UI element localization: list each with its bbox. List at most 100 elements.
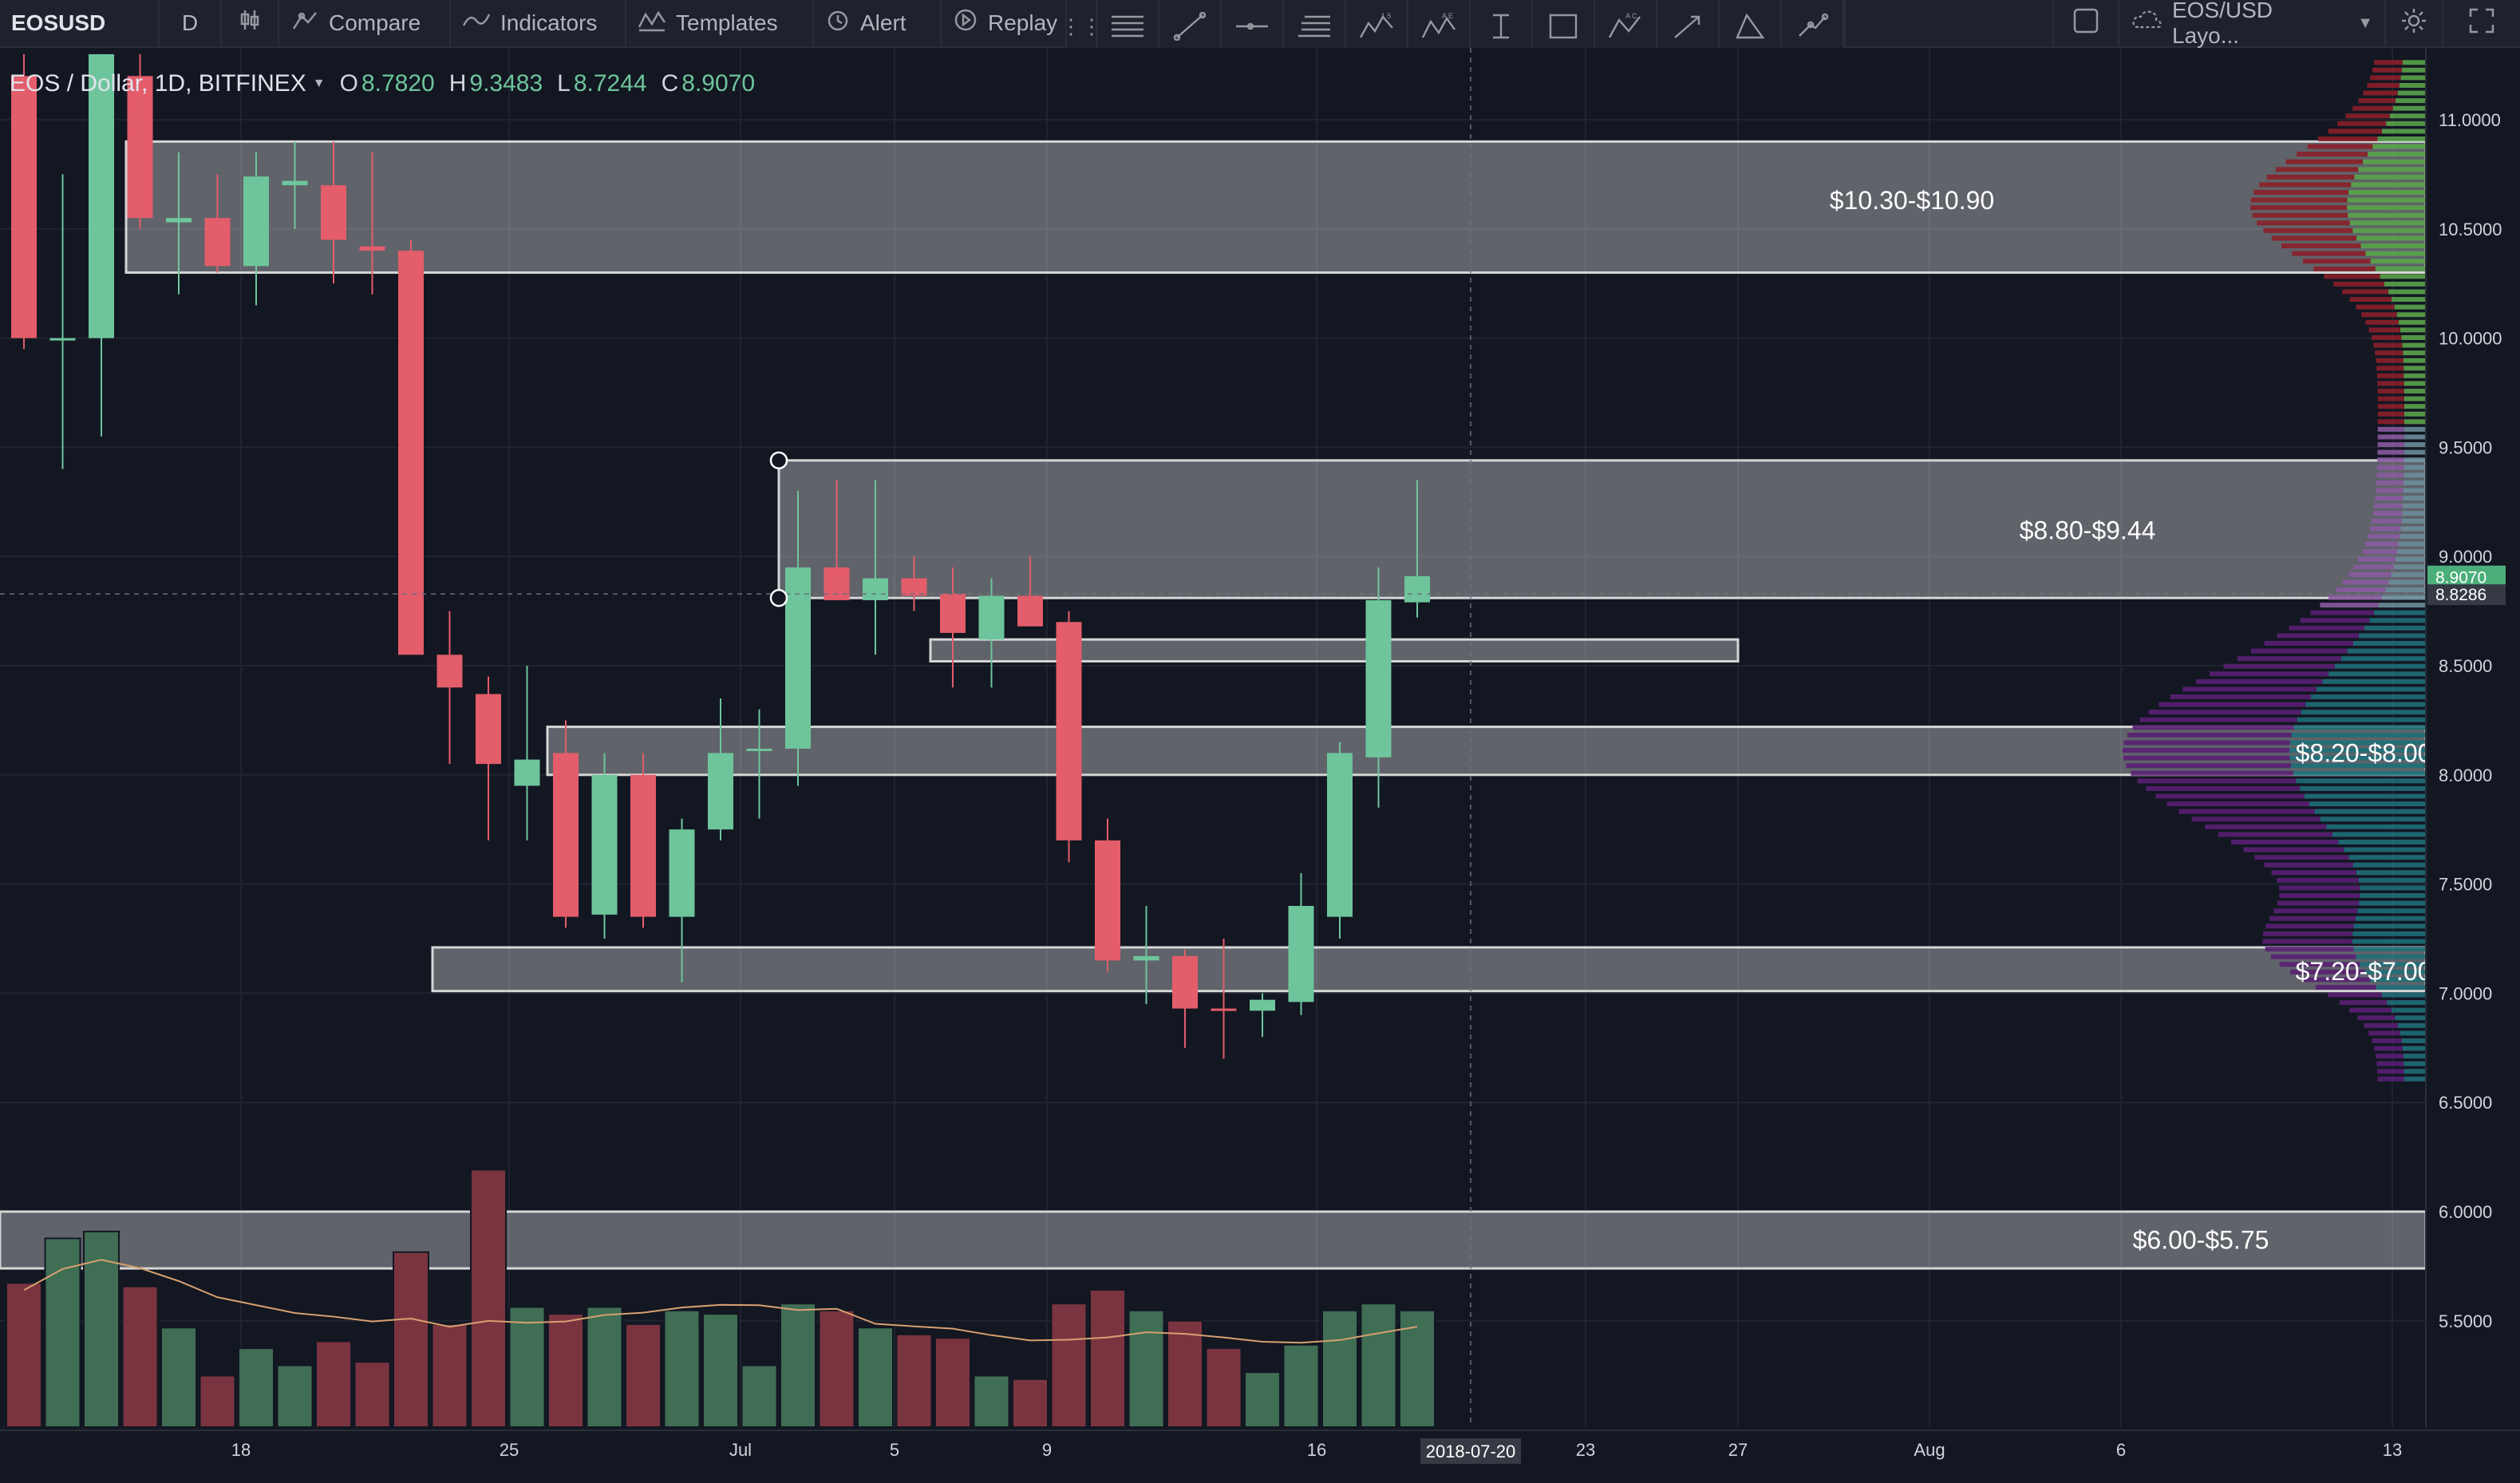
triangle-tool-icon[interactable]: [1720, 0, 1782, 53]
volume-profile-bar-up: [2403, 350, 2426, 356]
replay-button[interactable]: Replay: [942, 0, 1069, 46]
chevron-down-icon[interactable]: ▼: [312, 77, 326, 90]
volume-profile-bar-down: [2374, 503, 2403, 508]
rectangle-tool-icon[interactable]: [1533, 0, 1595, 53]
horizontal-lines-tool-icon[interactable]: [1097, 0, 1159, 53]
volume-bar: [238, 1347, 275, 1428]
time-tick-label: 5: [890, 1440, 899, 1460]
volume-bar: [508, 1306, 546, 1428]
volume-profile-bar-down: [2375, 350, 2403, 356]
square-icon: [2072, 7, 2099, 40]
time-tick-label: 27: [1728, 1440, 1748, 1460]
arrow-tool-icon[interactable]: [1657, 0, 1720, 53]
zone-rectangle[interactable]: [124, 140, 2427, 275]
candle-body: [591, 774, 618, 915]
volume-profile-bar-down: [2123, 748, 2290, 753]
measure-tool-icon[interactable]: [1471, 0, 1533, 53]
templates-button[interactable]: Templates: [626, 0, 814, 46]
abcd-pattern-tool-icon[interactable]: A C: [1595, 0, 1657, 53]
volume-profile-bar-down: [2279, 893, 2360, 899]
volume-profile: [2123, 60, 2426, 1082]
volume-profile-bar-down: [2377, 1076, 2404, 1082]
volume-profile-bar-down: [2374, 1046, 2403, 1051]
volume-profile-bar-up: [2356, 870, 2426, 876]
volume-profile-bar-down: [2376, 473, 2404, 478]
fullscreen-button[interactable]: [2443, 0, 2520, 46]
volume-profile-bar-up: [2344, 847, 2426, 852]
volume-bar: [1167, 1319, 1203, 1428]
volume-profile-bar-up: [2300, 785, 2426, 791]
volume-profile-bar-up: [2352, 227, 2426, 233]
volume-profile-bar-up: [2359, 900, 2426, 906]
volume-profile-bar-down: [2361, 312, 2397, 318]
volume-profile-bar-up: [2375, 266, 2426, 271]
drawing-anchor-handle[interactable]: [769, 451, 788, 470]
volume-profile-bar-up: [2403, 1054, 2426, 1059]
volume-profile-bar-down: [2348, 571, 2392, 577]
zone-rectangle[interactable]: [546, 726, 2427, 777]
zone-rectangle[interactable]: [0, 1210, 2427, 1270]
volume-profile-bar-up: [2290, 763, 2426, 769]
fib-retracement-tool-icon[interactable]: [1284, 0, 1346, 53]
volume-profile-bar-down: [2123, 755, 2290, 761]
layout-toggle-button[interactable]: [2052, 0, 2119, 46]
volume-profile-bar-down: [2377, 419, 2404, 425]
volume-profile-bar-up: [2381, 992, 2426, 998]
drag-handle-icon[interactable]: ⋮⋮: [1061, 0, 1102, 53]
volume-profile-bar-down: [2146, 785, 2301, 791]
price-axis[interactable]: 11.0000 10.5000 10.0000 9.5000 9.0000 8.5000 8…: [2425, 48, 2520, 1483]
volume-profile-bar-down: [2259, 182, 2352, 188]
volume-profile-bar-down: [2264, 641, 2353, 647]
volume-profile-bar-down: [2372, 511, 2403, 516]
volume-profile-bar-up: [2380, 274, 2426, 279]
elliott-wave-tool-icon[interactable]: 1 5: [1346, 0, 1408, 53]
volume-profile-bar-up: [2391, 1007, 2426, 1013]
volume-profile-bar-up: [2320, 817, 2426, 822]
volume-bar: [818, 1309, 855, 1429]
volume-profile-bar-up: [2297, 717, 2426, 722]
volume-profile-bar-down: [2182, 686, 2317, 692]
volume-profile-bar-up: [2334, 663, 2426, 669]
volume-profile-bar-down: [2127, 732, 2292, 738]
trend-line-tool-icon[interactable]: [1159, 0, 1222, 53]
alert-label: Alert: [860, 10, 906, 35]
zone-rectangle[interactable]: [431, 946, 2427, 993]
pattern-tool-icon[interactable]: A E: [1408, 0, 1471, 53]
volume-profile-bar-up: [2364, 625, 2426, 631]
volume-profile-bar-up: [2403, 480, 2426, 485]
candle-body: [630, 774, 656, 917]
volume-profile-bar-up: [2310, 694, 2426, 700]
layout-selector[interactable]: EOS/USD Layo... ▼: [2119, 0, 2386, 48]
crosshair: [0, 48, 2426, 1427]
zone-rectangle[interactable]: [929, 638, 1740, 663]
volume-profile-bar-up: [2381, 129, 2426, 134]
alert-button[interactable]: Alert: [814, 0, 942, 46]
symbol-search-button[interactable]: EOSUSD: [0, 0, 160, 46]
volume-profile-bar-down: [2277, 633, 2360, 639]
volume-profile-bar-up: [2403, 1076, 2426, 1082]
volume-profile-bar-up: [2296, 778, 2426, 784]
zone-rectangle[interactable]: [777, 459, 2427, 599]
settings-icon: [2400, 6, 2428, 41]
volume-profile-bar-down: [2369, 526, 2401, 532]
indicators-button[interactable]: Indicators: [451, 0, 626, 46]
drawing-anchor-handle[interactable]: [769, 588, 788, 607]
compare-button[interactable]: Compare: [279, 0, 451, 46]
legend-title[interactable]: EOS / Dollar, 1D, BITFINEX: [10, 70, 306, 97]
horizontal-ray-tool-icon[interactable]: [1222, 0, 1284, 53]
candle-body: [1017, 595, 1043, 627]
volume-profile-bar-down: [2250, 205, 2348, 211]
volume-profile-bar-up: [2347, 648, 2426, 654]
time-axis[interactable]: 18 25 Jul 5 9 16 23 27 Aug 6 13 2018-07-20: [0, 1430, 2520, 1483]
fullscreen-icon: [2468, 7, 2495, 40]
volume-profile-bar-up: [2396, 549, 2426, 555]
settings-button[interactable]: [2386, 0, 2443, 46]
volume-profile-bar-down: [2139, 717, 2297, 722]
chart-type-button[interactable]: [222, 0, 279, 46]
volume-profile-bar-up: [2402, 60, 2426, 65]
volume-profile-bar-down: [2375, 496, 2403, 501]
path-tool-icon[interactable]: [1782, 0, 1844, 53]
price-chart[interactable]: $10.30-$10.90 $8.80-$9.44 $8.20-$8.00 $7.20…: [0, 48, 2520, 1483]
interval-button[interactable]: D: [160, 0, 222, 46]
volume-profile-bar-up: [2293, 725, 2426, 730]
